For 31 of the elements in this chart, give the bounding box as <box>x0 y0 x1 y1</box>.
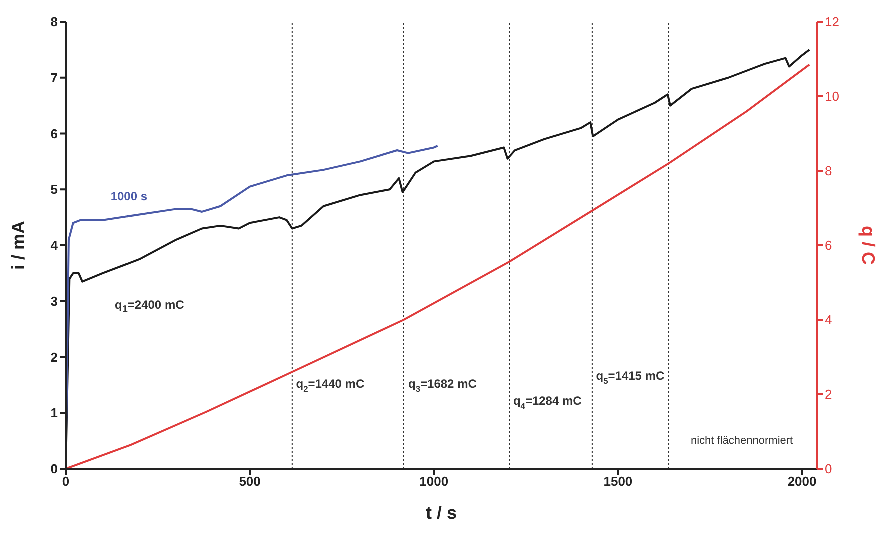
y2-tick-label: 8 <box>825 164 832 179</box>
series-label: 1000 s <box>110 189 148 204</box>
y2-tick-label: 4 <box>825 312 832 328</box>
y-tick-label: 7 <box>50 70 58 86</box>
x-tick-label: 1000 <box>420 474 449 490</box>
x-tick-label: 0 <box>62 474 70 490</box>
y-tick-label: 3 <box>50 294 58 309</box>
x-tick-label: 2000 <box>788 474 817 490</box>
y2-axis-title: q / C <box>858 226 879 265</box>
y-tick-label: 2 <box>50 350 58 365</box>
annotation: q$_{4}$=1284 mC <box>513 394 582 412</box>
x-axis-title: t / s <box>426 503 458 523</box>
annotation: nicht flächennormiert <box>691 434 794 448</box>
y2-tick-label: 2 <box>825 387 832 402</box>
y2-tick-label: 12 <box>825 14 840 30</box>
annotation: q$_{1}$=2400 mC <box>115 298 184 318</box>
y-tick-label: 4 <box>50 238 59 254</box>
y-tick-label: 6 <box>50 126 58 142</box>
y-tick-label: 0 <box>50 462 58 477</box>
annotation: q$_{2}$=1440 mC <box>296 377 365 394</box>
x-tick-label: 1500 <box>604 474 633 490</box>
y-tick-label: 8 <box>50 14 58 30</box>
annotation: q$_{3}$=1682 mC <box>408 377 478 394</box>
y2-tick-label: 0 <box>825 462 832 477</box>
y2-tick-label: 6 <box>825 238 832 254</box>
y-tick-label: 5 <box>50 182 58 198</box>
y-axis-title: i / mA <box>8 220 28 270</box>
y-tick-label: 1 <box>50 406 58 421</box>
x-tick-label: 500 <box>239 474 261 490</box>
y2-tick-label: 10 <box>825 89 840 104</box>
annotation: q$_{5}$=1415 mC <box>596 368 665 386</box>
